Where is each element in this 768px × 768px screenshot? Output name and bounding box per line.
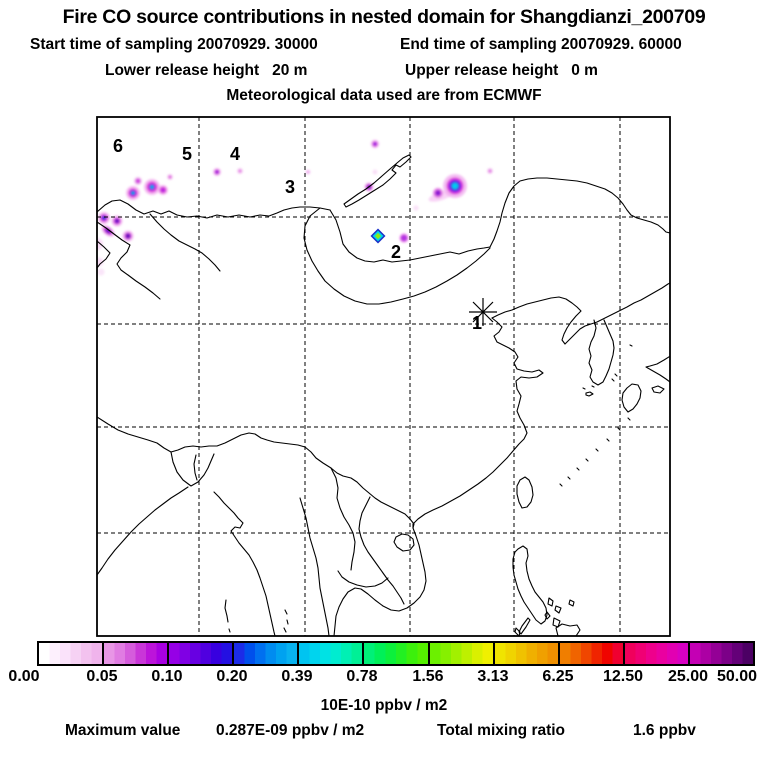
colorbar-segment [39,643,105,664]
colorbar-segment [494,643,560,664]
colorbar-segment [364,643,430,664]
plot-title: Fire CO source contributions in nested d… [62,6,706,28]
source-contribution-blobs [97,139,493,276]
myanmar-coast [213,491,276,636]
bangladesh-delta [170,451,215,487]
taiwan [516,476,534,509]
border-northwest [97,199,331,219]
colorbar-tick-12.50: 12.50 [602,668,644,685]
ryukyu-islands [559,344,633,487]
day-label-1: 1 [472,313,482,333]
lake-baikal [343,154,412,208]
colorbar-units-label: 10E-10 ppbv / m2 [320,697,448,714]
visayas-1 [547,597,554,607]
upper-release-line: Upper release height 0 m [405,62,598,80]
start-time-line: Start time of sampling 20070929. 30000 [30,36,318,54]
border-central-asia-1 [97,221,161,300]
coastlines [97,154,670,636]
map-svg: 6 5 4 3 2 1 [96,116,671,637]
max-value-number: 0.287E-09 ppbv / m2 [216,722,365,739]
end-time-label: End time of sampling [400,36,557,53]
day-label-4: 4 [230,144,240,164]
colorbar-tick-0.00: 0.00 [8,668,40,685]
end-time-value: 20070929. 60000 [561,36,682,53]
day-label-6: 6 [113,136,123,156]
visayas-2 [554,605,562,614]
samar [568,599,575,607]
colorbar-tick-0.78: 0.78 [346,668,378,685]
start-time-value: 20070929. 30000 [197,36,318,53]
china-coast [412,317,544,529]
mindanao [555,623,581,636]
mixing-ratio-label: Total mixing ratio [437,722,566,739]
japan-shikoku [651,385,665,394]
meteo-data-line: Meteorological data used are from ECMWF [226,87,542,104]
palawan [518,617,531,635]
upper-release-label: Upper release height [405,62,559,79]
map-panel: 6 5 4 3 2 1 [96,116,671,637]
trajectory-day-labels: 6 5 4 3 2 1 [113,136,482,333]
colorbar [37,641,755,666]
border-amur-arc [489,177,670,248]
colorbar-segment [104,643,170,664]
colorbar-tick-0.39: 0.39 [281,668,313,685]
luzon [512,545,548,625]
border-laos-thailand [330,467,356,571]
map-frame [96,116,671,637]
colorbar-tick-0.05: 0.05 [86,668,118,685]
end-time-line: End time of sampling 20070929. 60000 [400,36,682,54]
border-himalaya [97,416,306,453]
colorbar-segment [234,643,300,664]
max-value-label: Maximum value [65,722,181,739]
colorbar-segment [559,643,625,664]
india-east-coast [97,486,189,576]
mixing-ratio-value: 1.6 ppbv [633,722,696,739]
day-label-3: 3 [285,177,295,197]
lower-release-line: Lower release height 20 m [105,62,307,80]
colorbar-segment [299,643,365,664]
border-central-asia-2 [149,213,221,272]
jeju-island [582,385,595,397]
border-mongolia-north [329,209,491,263]
start-time-label: Start time of sampling [30,36,193,53]
colorbar-segment [689,643,754,664]
source-markers [370,228,386,244]
visayas-3 [544,611,551,620]
korea-peninsula [588,319,615,386]
latlon-grid [97,117,670,636]
colorbar-segment [169,643,235,664]
indochina-coast [333,527,427,636]
mindoro [514,627,521,636]
border-yunnan [304,446,415,529]
japan-kyushu [621,383,642,413]
colorbar-segment [429,643,495,664]
colorbar-tick-25.00: 25.00 [667,668,709,685]
border-central-asia-3 [97,240,111,269]
day-label-5: 5 [182,144,192,164]
border-mongolia-south [303,207,491,305]
colorbar-tick-6.25: 6.25 [542,668,574,685]
hainan [393,533,415,552]
receptor-star-icon [469,298,497,326]
colorbar-tick-1.56: 1.56 [412,668,444,685]
day-label-2: 2 [391,242,401,262]
northeast-coast [491,282,670,345]
colorbar-tick-0.10: 0.10 [151,668,183,685]
upper-release-value: 0 m [571,62,598,79]
colorbar-segment [624,643,690,664]
lower-release-value: 20 m [272,62,308,79]
colorbar-tick-3.13: 3.13 [477,668,509,685]
japan-honshu [645,355,670,383]
border-laos-vietnam [358,496,405,605]
andaman-islands [224,599,289,633]
colorbar-tick-50.00: 50.00 [716,668,758,685]
tsushima [611,373,618,382]
lower-release-label: Lower release height [105,62,260,79]
border-cambodia [337,570,389,588]
colorbar-tick-0.20: 0.20 [216,668,248,685]
delta-river [193,454,198,481]
border-thai-myanmar [299,497,330,636]
